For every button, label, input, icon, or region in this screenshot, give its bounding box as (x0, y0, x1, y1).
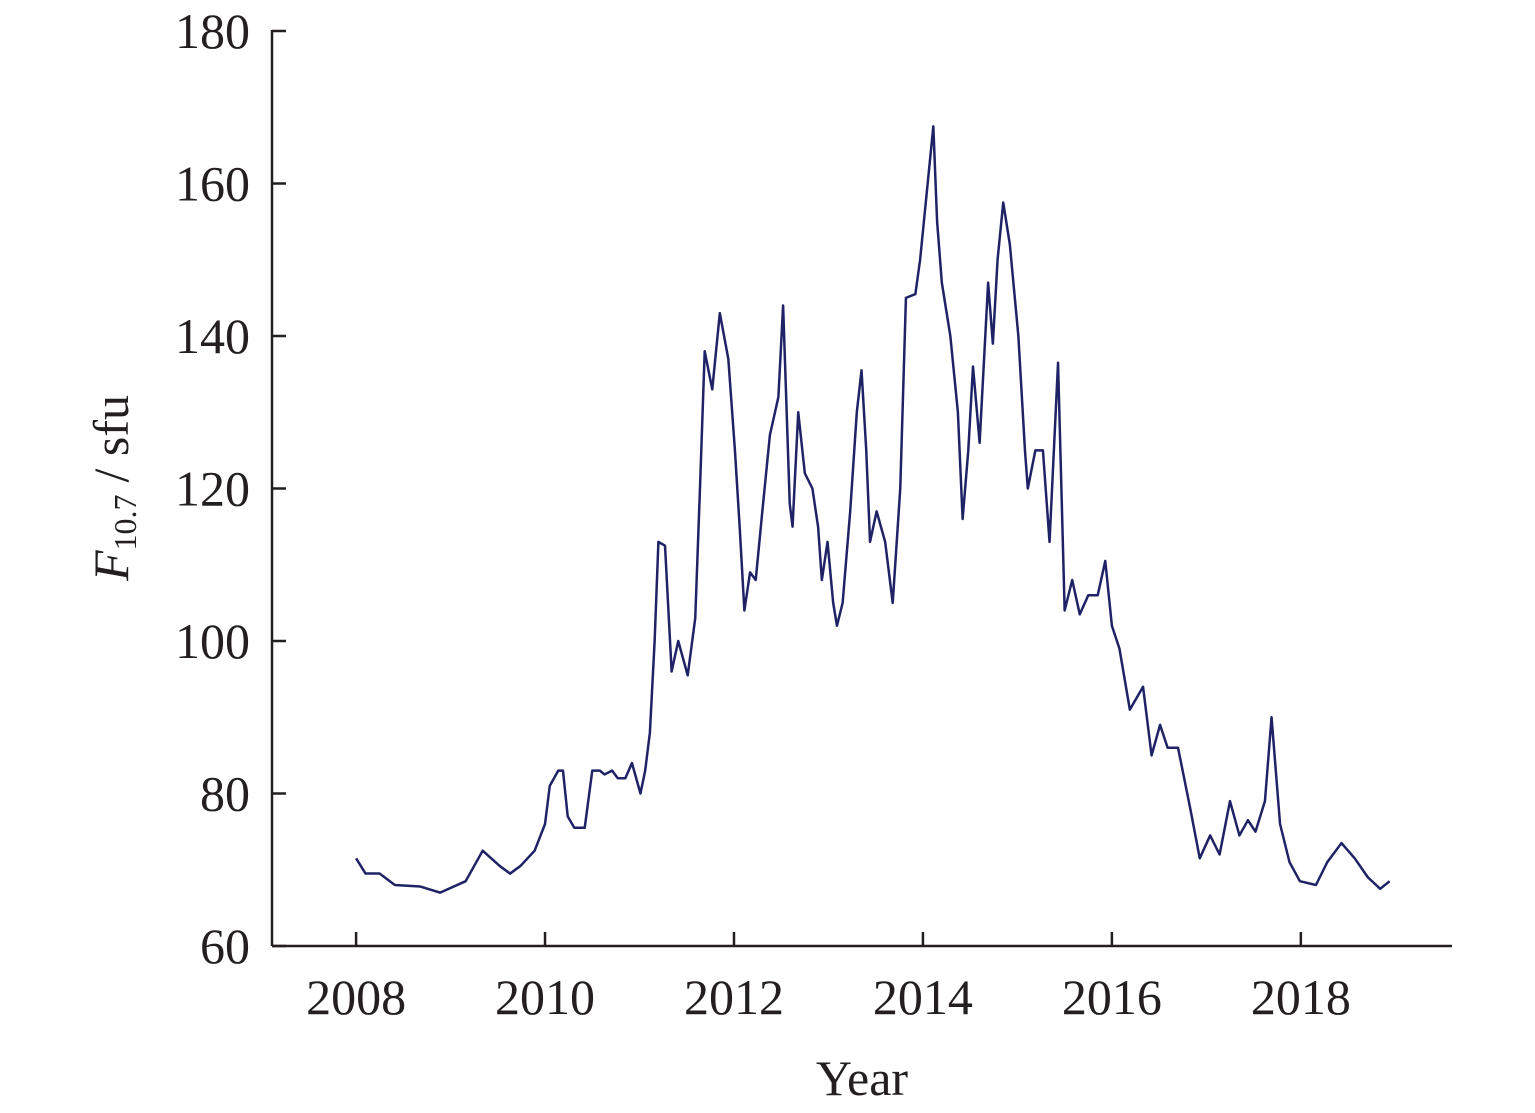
y-axis-label: F10.7 / sfu (83, 395, 143, 582)
x-tick-label: 2008 (306, 969, 406, 1025)
y-tick-label: 180 (175, 3, 250, 59)
y-label-symbol: F (83, 550, 139, 582)
x-tick-label: 2012 (684, 969, 784, 1025)
data-line (355, 125, 1391, 894)
y-tick-label: 120 (175, 461, 250, 517)
x-axis-label: Year (816, 1050, 908, 1106)
x-tick-label: 2018 (1251, 969, 1351, 1025)
y-tick-label: 100 (175, 613, 250, 669)
x-tick-label: 2010 (495, 969, 595, 1025)
y-tick-label: 80 (200, 766, 250, 822)
y-label-subscript: 10.7 (107, 494, 143, 550)
y-tick-label: 60 (200, 918, 250, 974)
y-tick-label: 160 (175, 156, 250, 212)
x-tick-label: 2016 (1062, 969, 1162, 1025)
y-tick-label: 140 (175, 308, 250, 364)
x-tick-label: 2014 (873, 969, 973, 1025)
y-label-unit: / sfu (83, 395, 139, 483)
